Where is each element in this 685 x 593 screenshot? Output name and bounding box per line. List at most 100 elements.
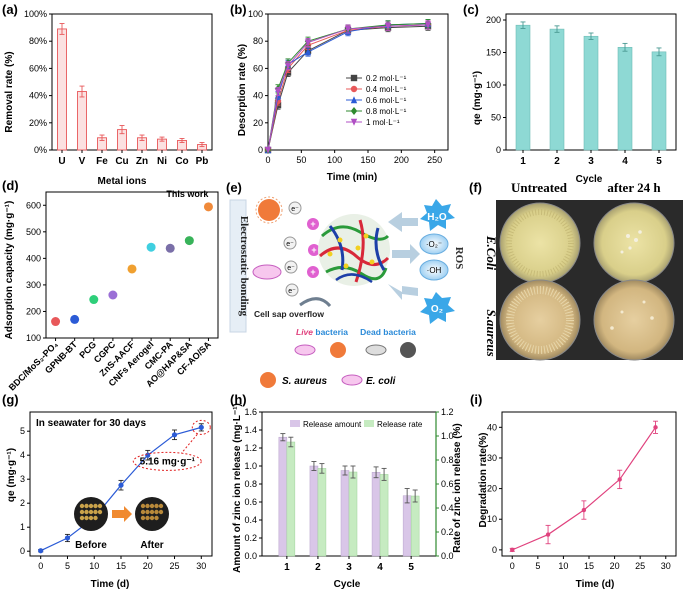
b-legend-label: 1 mol·L⁻¹ bbox=[366, 118, 400, 127]
e-electron-4: e⁻ bbox=[288, 288, 296, 295]
b-ytick-label: 0 bbox=[258, 145, 263, 155]
b-point bbox=[274, 88, 282, 96]
c-category-label: 1 bbox=[520, 156, 526, 167]
i-xtick-label: 15 bbox=[584, 561, 594, 571]
h-ytick-label: 0.2 bbox=[244, 533, 257, 543]
e-o2: O₂ bbox=[431, 304, 443, 315]
g-ytick-label: 1 bbox=[20, 522, 25, 532]
c-ytick-label: 100 bbox=[486, 80, 501, 90]
b-xtick-label: 250 bbox=[427, 155, 442, 165]
h-ytick-label: 0.8 bbox=[244, 479, 257, 489]
b-point bbox=[284, 62, 292, 70]
b-xlabel: Time (min) bbox=[327, 172, 377, 183]
i-ytick-label: 10 bbox=[487, 514, 497, 524]
e-hydroxyl-bubble bbox=[419, 259, 449, 281]
a-ytick-label: 0% bbox=[34, 145, 47, 155]
i-xtick-label: 25 bbox=[635, 561, 645, 571]
a-category-label: Pb bbox=[196, 156, 209, 167]
g-inset-before-bead bbox=[93, 503, 98, 509]
f-saureus-lawn bbox=[506, 286, 574, 354]
g-point bbox=[38, 548, 44, 554]
h-category-label: 2 bbox=[315, 562, 321, 573]
e-side-box bbox=[229, 199, 247, 333]
d-point bbox=[165, 243, 175, 253]
e-ros-label: ROS bbox=[453, 247, 465, 270]
g-inset-before-bead bbox=[84, 503, 89, 509]
d-ytick-label: 600 bbox=[26, 200, 41, 210]
i-xtick-label: 30 bbox=[661, 561, 671, 571]
b-xtick-label: 200 bbox=[394, 155, 409, 165]
a-xlabel: Metal ions bbox=[98, 176, 147, 187]
b-point bbox=[344, 25, 352, 33]
c-ytick-label: 150 bbox=[486, 48, 501, 58]
g-inset-after-bead bbox=[140, 515, 146, 521]
c-category-label: 3 bbox=[588, 156, 594, 167]
e-legend-aureus: S. aureus bbox=[282, 376, 327, 387]
g-point bbox=[64, 535, 71, 541]
g-ytick-label: 5 bbox=[20, 426, 25, 436]
e-legend-coli: E. coli bbox=[366, 376, 396, 387]
b-point bbox=[304, 39, 312, 47]
h-bar-amount bbox=[278, 436, 288, 557]
panel-label-b: (b) bbox=[230, 2, 247, 17]
i-ytick-label: 40 bbox=[487, 422, 497, 432]
a-bar bbox=[57, 28, 67, 151]
i-point bbox=[581, 507, 587, 513]
g-before-label: Before bbox=[75, 540, 107, 551]
i-xlabel: Time (d) bbox=[576, 579, 615, 590]
panel-label-a: (a) bbox=[2, 2, 18, 17]
i-series-line bbox=[511, 426, 657, 551]
i-ylabel: Degradation rate(%) bbox=[478, 432, 489, 527]
e-plus-1: + bbox=[310, 219, 315, 229]
d-point bbox=[203, 202, 213, 212]
plot-d: 100200300400500600BDC/MoS₂-PO₄GPNB-BTPCG… bbox=[7, 189, 219, 393]
plot-g: 0 1 2 3 4 5 0 5 10 15 20 25 30 In seawater for 30 day… bbox=[20, 411, 213, 571]
h-legend-rate: Release rate bbox=[377, 420, 423, 429]
i-point bbox=[617, 477, 622, 482]
h-y2tick-label: 1.0 bbox=[441, 431, 454, 441]
a-category-label: V bbox=[79, 156, 86, 167]
h-y2label: Rate of zinc ion release (%) bbox=[452, 423, 463, 552]
b-ytick-label: 20 bbox=[253, 118, 263, 128]
h-category-label: 4 bbox=[377, 562, 383, 573]
b-legend-point bbox=[350, 74, 358, 82]
a-ytick-label: 80% bbox=[29, 36, 47, 46]
g-inset-before-bead bbox=[79, 515, 85, 521]
e-o2-burst: O₂ bbox=[420, 292, 455, 324]
b-ylabel: Desorption rate (%) bbox=[237, 44, 248, 136]
f-ecoli-lawn bbox=[506, 209, 574, 277]
c-bar bbox=[583, 35, 599, 151]
a-category-label: U bbox=[58, 156, 65, 167]
g-after-label: After bbox=[140, 540, 163, 551]
b-point bbox=[384, 23, 392, 31]
e-legend-coli-icon bbox=[341, 374, 363, 386]
d-ytick-label: 100 bbox=[26, 333, 41, 343]
a-axes-frame bbox=[51, 13, 213, 151]
b-xtick-label: 150 bbox=[360, 155, 375, 165]
panel-f: (f) Untreated after 24 h E.Coli S.aureus bbox=[469, 180, 683, 361]
e-dead-coli bbox=[365, 344, 387, 356]
b-axes-frame bbox=[267, 13, 449, 151]
e-side-text: Electrostatic bonding bbox=[238, 216, 250, 317]
h-bar-amount bbox=[371, 472, 381, 557]
b-point bbox=[264, 146, 272, 154]
i-xtick-label: 0 bbox=[510, 561, 515, 571]
g-xlabel: Time (d) bbox=[91, 579, 130, 590]
f-dish-saureus-treated bbox=[593, 279, 675, 361]
h-y2tick-label: 0.6 bbox=[441, 479, 454, 489]
a-category-label: Zn bbox=[136, 156, 148, 167]
e-pink-bacterium bbox=[252, 264, 282, 280]
h-y2tick-label: 0.0 bbox=[441, 551, 454, 561]
h-ytick-label: 0.6 bbox=[244, 497, 257, 507]
b-xtick-label: 50 bbox=[296, 155, 306, 165]
e-arrow-h2o bbox=[388, 212, 418, 232]
e-arrow-o2 bbox=[388, 284, 418, 300]
h-bar-rate bbox=[317, 468, 327, 557]
i-point bbox=[510, 547, 515, 553]
panel-label-e: (e) bbox=[226, 180, 242, 195]
b-legend-point bbox=[350, 107, 358, 115]
i-xtick-label: 5 bbox=[535, 561, 540, 571]
a-category-label: Fe bbox=[96, 156, 108, 167]
c-category-label: 2 bbox=[554, 156, 560, 167]
e-h2o: H₂O bbox=[427, 212, 447, 223]
